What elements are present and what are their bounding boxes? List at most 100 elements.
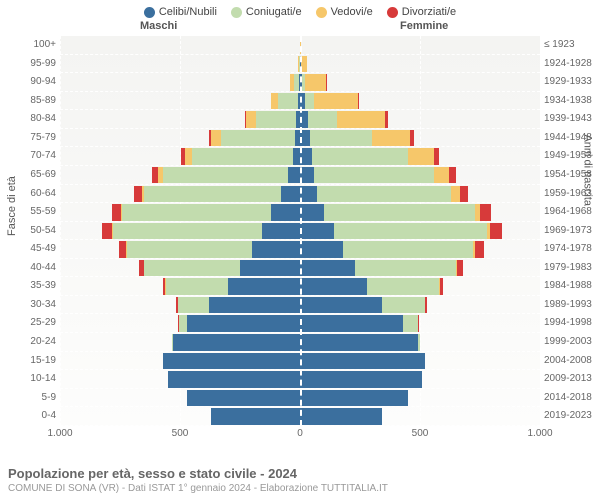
- age-label: 75-79: [0, 132, 56, 143]
- bar-segment: [228, 278, 300, 295]
- age-label: 45-49: [0, 243, 56, 254]
- bar-female: [300, 408, 382, 425]
- bar-female: [300, 260, 463, 277]
- age-label: 90-94: [0, 76, 56, 87]
- bar-segment: [293, 148, 300, 165]
- bar-female: [300, 93, 359, 110]
- age-label: 5-9: [0, 392, 56, 403]
- bar-segment: [300, 278, 367, 295]
- bar-segment: [418, 315, 419, 332]
- bar-segment: [122, 204, 271, 221]
- bar-segment: [168, 371, 300, 388]
- legend-label: Coniugati/e: [246, 6, 302, 18]
- bar-segment: [166, 278, 228, 295]
- age-label: 80-84: [0, 113, 56, 124]
- age-label: 50-54: [0, 225, 56, 236]
- bar-segment: [271, 204, 300, 221]
- legend-label: Divorziati/e: [402, 6, 456, 18]
- bar-segment: [480, 204, 491, 221]
- gender-headers: Maschi Femmine: [0, 20, 600, 36]
- bar-segment: [163, 167, 288, 184]
- bar-segment: [185, 148, 192, 165]
- bar-segment: [211, 408, 300, 425]
- birth-year-label: 1939-1943: [544, 113, 600, 124]
- legend-label: Vedovi/e: [331, 6, 373, 18]
- bar-segment: [271, 93, 278, 110]
- legend-item: Divorziati/e: [387, 6, 456, 18]
- legend-item: Coniugati/e: [231, 6, 302, 18]
- bar-segment: [179, 315, 187, 332]
- x-tick-label: 500: [172, 428, 189, 439]
- bar-male: [163, 353, 300, 370]
- bar-male: [176, 297, 300, 314]
- bar-female: [300, 371, 422, 388]
- birth-year-label: ≤ 1923: [544, 39, 600, 50]
- bar-segment: [300, 334, 418, 351]
- bar-segment: [460, 186, 468, 203]
- bar-segment: [134, 186, 141, 203]
- x-tick-label: 1.000: [527, 428, 552, 439]
- birth-year-label: 1984-1988: [544, 280, 600, 291]
- birth-year-label: 1954-1958: [544, 169, 600, 180]
- bar-segment: [300, 186, 317, 203]
- bar-segment: [305, 74, 327, 91]
- bar-female: [300, 148, 439, 165]
- x-tick-label: 0: [297, 428, 303, 439]
- population-pyramid-chart: Celibi/NubiliConiugati/eVedovi/eDivorzia…: [0, 0, 600, 500]
- bar-female: [300, 111, 388, 128]
- bar-female: [300, 186, 468, 203]
- bar-male: [102, 223, 300, 240]
- bar-segment: [434, 167, 448, 184]
- age-label: 55-59: [0, 206, 56, 217]
- birth-year-label: 1974-1978: [544, 243, 600, 254]
- chart-subtitle: COMUNE DI SONA (VR) - Dati ISTAT 1° genn…: [8, 483, 388, 494]
- bar-male: [163, 278, 301, 295]
- bar-segment: [410, 130, 414, 147]
- header-male: Maschi: [140, 20, 177, 32]
- legend-item: Vedovi/e: [316, 6, 373, 18]
- bar-male: [211, 408, 300, 425]
- bar-segment: [144, 186, 281, 203]
- bar-male: [245, 111, 300, 128]
- bar-segment: [112, 204, 120, 221]
- bar-segment: [102, 223, 112, 240]
- bar-segment: [178, 297, 209, 314]
- bar-segment: [300, 167, 314, 184]
- bar-segment: [192, 148, 293, 165]
- bar-male: [172, 334, 300, 351]
- bar-segment: [256, 111, 297, 128]
- birth-year-label: 1979-1983: [544, 262, 600, 273]
- bar-segment: [490, 223, 502, 240]
- legend-swatch: [316, 7, 327, 18]
- bar-male: [271, 93, 300, 110]
- bar-female: [300, 74, 327, 91]
- bar-segment: [301, 56, 307, 73]
- bar-segment: [475, 241, 485, 258]
- bar-segment: [382, 297, 425, 314]
- x-tick-label: 1.000: [47, 428, 72, 439]
- bar-segment: [300, 390, 408, 407]
- legend-swatch: [231, 7, 242, 18]
- birth-year-label: 2004-2008: [544, 355, 600, 366]
- age-label: 30-34: [0, 299, 56, 310]
- bar-segment: [367, 278, 439, 295]
- x-tick-label: 500: [412, 428, 429, 439]
- bar-segment: [113, 223, 262, 240]
- age-label: 85-89: [0, 95, 56, 106]
- bar-segment: [288, 167, 300, 184]
- bar-segment: [425, 297, 427, 314]
- footer: Popolazione per età, sesso e stato civil…: [8, 466, 388, 494]
- bar-segment: [300, 241, 343, 258]
- bar-segment: [221, 130, 295, 147]
- bar-segment: [300, 408, 382, 425]
- bar-segment: [449, 167, 456, 184]
- bar-segment: [300, 297, 382, 314]
- bar-segment: [418, 334, 420, 351]
- bar-segment: [440, 278, 444, 295]
- header-female: Femmine: [400, 20, 448, 32]
- bar-female: [300, 334, 420, 351]
- bar-segment: [451, 186, 459, 203]
- bar-male: [290, 74, 300, 91]
- bar-segment: [163, 353, 300, 370]
- bar-segment: [187, 390, 300, 407]
